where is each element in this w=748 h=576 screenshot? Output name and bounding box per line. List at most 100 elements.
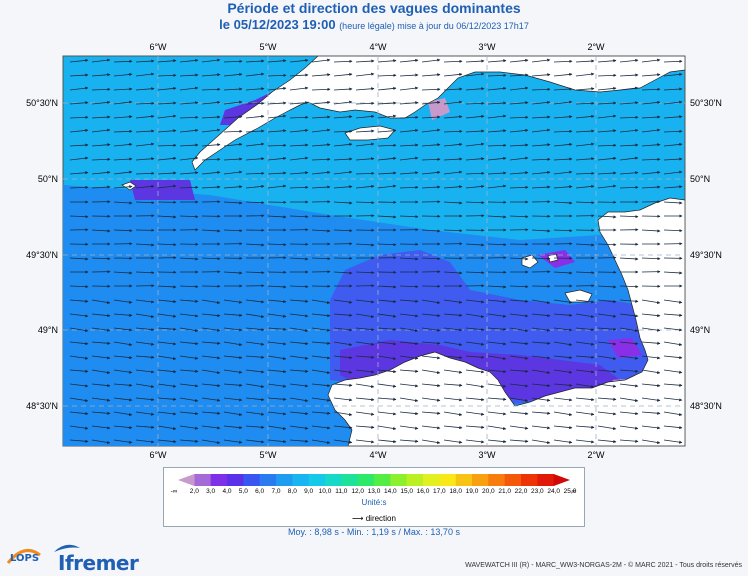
direction-arrow — [201, 143, 221, 147]
direction-arrow — [597, 313, 617, 318]
direction-arrow — [443, 327, 463, 332]
direction-arrow — [223, 157, 243, 161]
direction-arrow — [553, 229, 573, 233]
direction-arrow — [619, 313, 639, 318]
direction-arrow — [377, 285, 397, 289]
direction-arrow — [619, 257, 639, 261]
direction-arrow — [135, 299, 155, 304]
direction-arrow — [377, 313, 397, 318]
direction-arrow — [113, 59, 133, 63]
direction-arrow — [663, 59, 683, 63]
direction-arrow — [465, 369, 485, 374]
colorbar-tick-label: 4,0 — [222, 488, 232, 495]
direction-arrow — [597, 439, 617, 444]
direction-arrow — [377, 411, 397, 416]
colorbar-tick-label: 21,0 — [498, 488, 511, 495]
direction-arrow — [355, 383, 375, 389]
direction-arrow — [509, 73, 529, 77]
direction-arrow — [267, 59, 287, 63]
direction-arrow-icon: ⟶ — [352, 514, 364, 523]
direction-arrow — [553, 142, 573, 147]
land-isle-of-wight — [344, 125, 396, 141]
direction-arrow — [399, 115, 419, 119]
direction-arrow — [443, 115, 463, 119]
direction-arrow — [421, 313, 441, 318]
direction-arrow — [157, 355, 177, 361]
direction-arrow — [179, 115, 199, 119]
direction-arrow — [179, 86, 199, 91]
direction-arrow — [157, 171, 177, 175]
direction-arrow — [91, 170, 111, 175]
lops-logo: LOPS — [6, 549, 41, 564]
lat-label-left-5: 48°30'N — [26, 401, 58, 411]
direction-arrow — [399, 215, 419, 219]
direction-arrow — [443, 201, 463, 205]
colorbar-tick-label: 2,0 — [189, 488, 199, 495]
direction-arrow — [355, 101, 375, 105]
lon-label-top-2: 5°W — [259, 42, 277, 52]
direction-arrow — [135, 369, 155, 374]
direction-arrow — [135, 157, 155, 161]
direction-arrow — [531, 327, 551, 332]
direction-arrow — [465, 59, 485, 63]
direction-arrow — [575, 142, 595, 147]
direction-arrow — [135, 87, 155, 91]
direction-arrow — [157, 327, 177, 331]
colorbar-high-arrow — [553, 474, 570, 486]
direction-arrow — [223, 142, 243, 147]
direction-arrow — [509, 115, 529, 119]
direction-arrow — [355, 157, 375, 161]
direction-arrow — [509, 285, 529, 289]
direction-arrow — [333, 201, 353, 205]
direction-arrow — [267, 355, 287, 361]
direction-arrow — [465, 355, 485, 359]
direction-arrow — [311, 383, 331, 388]
direction-arrow — [223, 439, 243, 444]
direction-arrow — [201, 425, 221, 430]
direction-arrow — [597, 397, 617, 401]
direction-arrow — [179, 411, 199, 416]
direction-arrow — [663, 439, 683, 444]
direction-arrow — [509, 397, 529, 403]
direction-arrow — [575, 72, 595, 77]
direction-arrow — [245, 184, 265, 189]
direction-arrow — [179, 128, 199, 133]
direction-arrow — [443, 185, 463, 189]
direction-arrow — [311, 341, 331, 345]
colorbar-tick-label: 11,0 — [335, 488, 348, 495]
direction-arrow — [333, 170, 353, 175]
direction-arrow — [223, 59, 243, 63]
colorbar-swatch — [210, 474, 228, 486]
direction-arrow — [245, 157, 265, 161]
direction-arrow — [531, 425, 551, 430]
direction-arrow — [267, 327, 287, 331]
lon-label-bottom-5: 2°W — [587, 450, 605, 460]
direction-arrow — [311, 58, 331, 63]
direction-arrow — [597, 383, 617, 388]
direction-arrow — [575, 299, 595, 304]
direction-arrow — [553, 383, 573, 387]
direction-arrow — [663, 142, 683, 147]
direction-arrow — [663, 115, 683, 119]
direction-arrow — [311, 73, 331, 77]
colorbar-scale — [178, 474, 570, 486]
direction-arrow — [311, 327, 331, 332]
lat-label-right-2: 50°N — [690, 174, 710, 184]
direction-arrow — [113, 355, 133, 360]
direction-arrow — [201, 397, 221, 402]
direction-arrow — [157, 156, 177, 161]
direction-arrow — [575, 313, 595, 319]
direction-arrow — [113, 201, 133, 205]
direction-arrow — [113, 129, 133, 133]
direction-arrow — [201, 369, 221, 375]
direction-arrow — [179, 425, 199, 430]
direction-arrow — [333, 271, 353, 275]
direction-arrow — [487, 299, 507, 304]
direction-arrow — [421, 411, 441, 415]
direction-arrow — [91, 411, 111, 415]
direction-arrow — [641, 115, 661, 119]
colorbar-swatch — [308, 474, 326, 486]
direction-arrow — [443, 72, 463, 77]
direction-arrow — [619, 411, 639, 416]
direction-arrow — [245, 313, 265, 319]
